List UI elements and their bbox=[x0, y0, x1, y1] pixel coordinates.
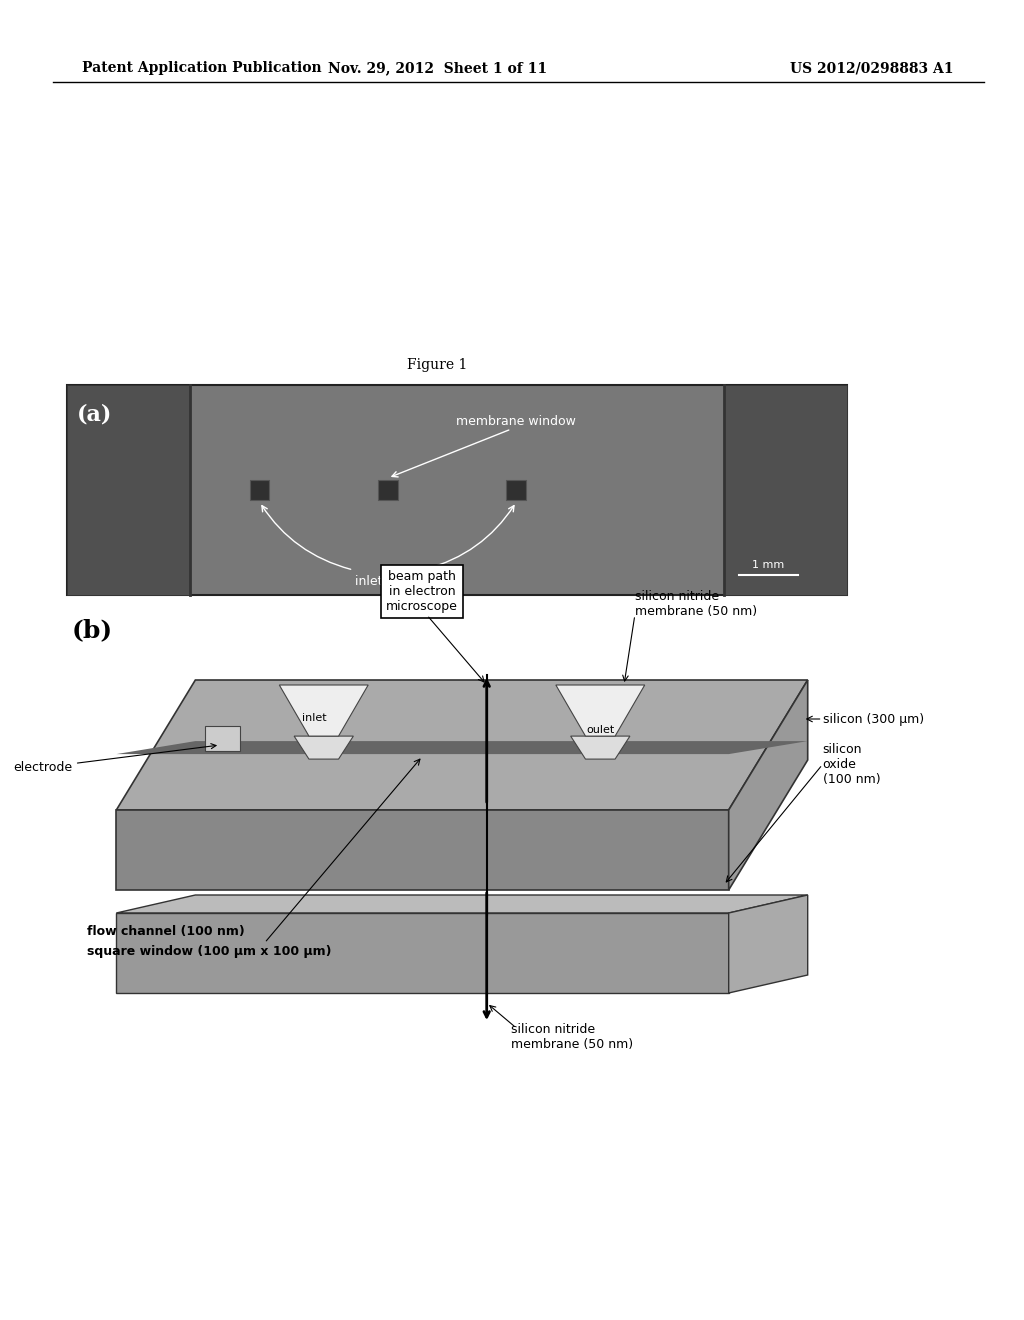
Text: silicon nitride
membrane (50 nm): silicon nitride membrane (50 nm) bbox=[635, 590, 757, 618]
Polygon shape bbox=[729, 680, 808, 890]
Bar bbox=[378, 480, 397, 500]
Text: (a): (a) bbox=[77, 403, 113, 425]
Text: (b): (b) bbox=[72, 618, 113, 642]
Text: Figure 1: Figure 1 bbox=[408, 358, 468, 372]
Polygon shape bbox=[117, 741, 808, 754]
Text: oulet: oulet bbox=[586, 725, 614, 735]
Text: beam path
in electron
microscope: beam path in electron microscope bbox=[386, 570, 458, 612]
Polygon shape bbox=[117, 895, 808, 913]
Text: Patent Application Publication: Patent Application Publication bbox=[82, 61, 322, 75]
Text: US 2012/0298883 A1: US 2012/0298883 A1 bbox=[791, 61, 953, 75]
Polygon shape bbox=[117, 680, 808, 810]
Polygon shape bbox=[117, 913, 729, 993]
Text: inlet: inlet bbox=[301, 713, 327, 723]
Text: flow channel (100 nm): flow channel (100 nm) bbox=[87, 925, 245, 939]
Text: Nov. 29, 2012  Sheet 1 of 11: Nov. 29, 2012 Sheet 1 of 11 bbox=[328, 61, 547, 75]
Text: inlet / outlet: inlet / outlet bbox=[354, 576, 431, 587]
Text: silicon
oxide
(100 nm): silicon oxide (100 nm) bbox=[822, 743, 881, 785]
Bar bbox=[250, 480, 269, 500]
Polygon shape bbox=[570, 737, 630, 759]
Text: membrane window: membrane window bbox=[457, 414, 577, 428]
Polygon shape bbox=[280, 685, 369, 737]
Bar bbox=[67, 385, 190, 595]
Text: electrode: electrode bbox=[12, 743, 216, 774]
Polygon shape bbox=[556, 685, 645, 737]
Bar bbox=[507, 480, 526, 500]
Text: 1 mm: 1 mm bbox=[752, 560, 784, 570]
Polygon shape bbox=[294, 737, 353, 759]
Bar bbox=[67, 385, 847, 595]
Text: silicon (300 μm): silicon (300 μm) bbox=[822, 713, 924, 726]
Bar bbox=[724, 385, 847, 595]
Polygon shape bbox=[117, 810, 729, 890]
Text: square window (100 μm x 100 μm): square window (100 μm x 100 μm) bbox=[87, 945, 331, 958]
Polygon shape bbox=[729, 895, 808, 993]
Bar bbox=[205, 726, 240, 751]
Text: silicon nitride
membrane (50 nm): silicon nitride membrane (50 nm) bbox=[511, 1023, 634, 1051]
